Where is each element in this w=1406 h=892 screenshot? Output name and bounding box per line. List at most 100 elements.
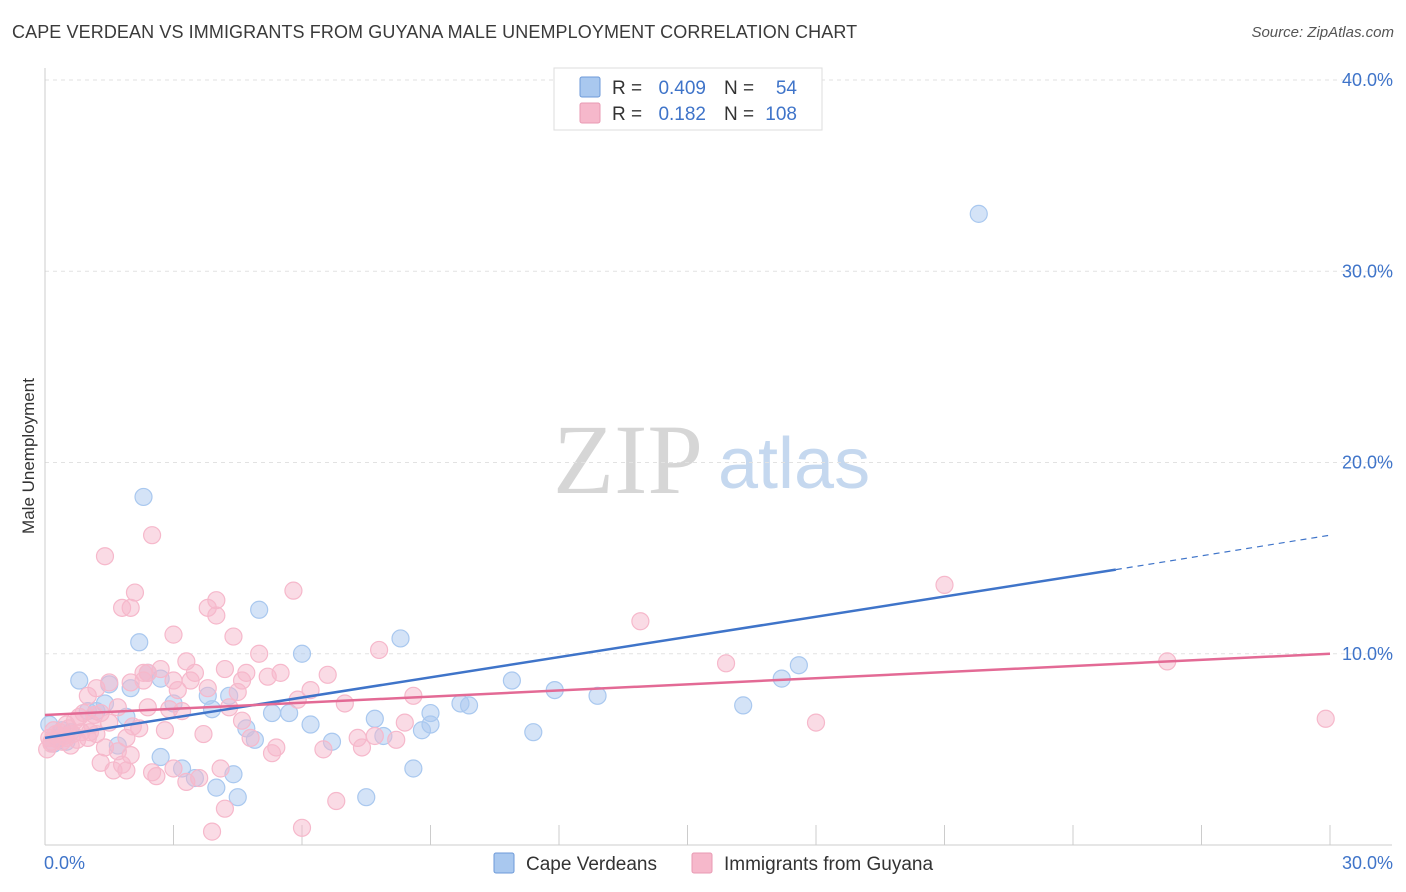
x-tick-label: 0.0% [44, 853, 85, 873]
source-credit: Source: ZipAtlas.com [1251, 24, 1394, 41]
legend-swatch-guyana [579, 102, 601, 124]
data-point [524, 723, 543, 742]
data-point [185, 663, 205, 682]
data-point [318, 665, 337, 684]
data-point [121, 746, 140, 765]
data-point [190, 768, 209, 788]
series-legend-swatch-guyana [691, 852, 713, 874]
data-point [207, 778, 226, 797]
legend-n-label-cape: N = [724, 78, 754, 99]
data-point [314, 740, 333, 759]
data-point [262, 703, 282, 723]
data-point [194, 724, 213, 744]
data-point [198, 679, 217, 698]
data-point [357, 788, 376, 807]
data-point [138, 698, 157, 717]
watermark-zip: ZIP [553, 404, 703, 515]
data-point [631, 612, 650, 631]
data-point [459, 696, 479, 715]
data-point [241, 728, 260, 748]
data-point [57, 715, 76, 734]
series-legend: Cape Verdeans Immigrants from Guyana [493, 852, 933, 875]
stats-legend: R = 0.409 N = 54 R = 0.182 N = 108 [553, 67, 823, 131]
data-point [327, 791, 346, 811]
data-point [123, 717, 142, 736]
data-point [202, 822, 222, 841]
watermark-atlas: atlas [718, 424, 870, 504]
gridlines [45, 79, 1392, 655]
data-point [284, 581, 303, 600]
data-point [164, 759, 183, 778]
data-point [85, 705, 104, 725]
y-axis-label: Male Unemployment [19, 378, 38, 534]
data-point [121, 598, 140, 617]
legend-n-value-guyana: 108 [765, 104, 797, 125]
x-tick-label: 30.0% [1342, 853, 1393, 873]
data-point [421, 703, 440, 723]
legend-n-value-cape: 54 [776, 78, 798, 99]
data-point [404, 686, 423, 705]
data-point [301, 715, 320, 734]
data-point [789, 656, 808, 675]
x-tick-labels: 0.0% 30.0% [44, 853, 1393, 873]
data-point [335, 694, 354, 713]
data-point [352, 738, 372, 757]
data-point [250, 644, 269, 663]
trend-lines [44, 534, 1331, 740]
data-point [370, 640, 389, 660]
data-point [292, 818, 312, 837]
data-point [271, 663, 290, 682]
data-point [130, 633, 149, 652]
data-point [147, 767, 166, 786]
data-point [806, 713, 826, 732]
data-point [1316, 709, 1335, 728]
data-point [365, 709, 384, 728]
data-point [70, 671, 89, 690]
series-legend-label-cape-verdeans: Cape Verdeans [526, 854, 657, 875]
y-tick-label: 20.0% [1342, 453, 1393, 473]
data-point [207, 591, 226, 610]
data-point [588, 686, 607, 705]
data-point [108, 698, 127, 717]
data-point [151, 659, 170, 679]
series-legend-swatch-cape-verdeans [493, 852, 515, 874]
data-point [100, 673, 119, 692]
data-point [215, 659, 234, 679]
chart-title: CAPE VERDEAN VS IMMIGRANTS FROM GUYANA M… [12, 22, 858, 42]
y-tick-label: 40.0% [1342, 70, 1393, 90]
data-point [224, 627, 243, 646]
legend-r-value-guyana: 0.182 [658, 104, 706, 125]
watermark: ZIP atlas [553, 404, 870, 515]
data-point [168, 680, 187, 700]
data-point [155, 721, 175, 740]
legend-n-label-guyana: N = [724, 104, 754, 125]
data-point [95, 547, 115, 566]
data-point [232, 711, 252, 730]
data-point [734, 696, 753, 715]
y-tick-label: 10.0% [1342, 644, 1393, 664]
data-point [267, 738, 286, 757]
data-point [716, 654, 736, 673]
y-tick-label: 30.0% [1342, 261, 1393, 281]
data-point [117, 761, 136, 780]
data-point [211, 759, 230, 778]
legend-swatch-cape-verdeans [579, 76, 601, 98]
data-point [292, 644, 312, 663]
legend-r-label-guyana: R = [612, 104, 642, 125]
data-point [215, 799, 234, 818]
data-point [164, 625, 183, 644]
data-point [404, 759, 423, 778]
data-point [237, 663, 256, 682]
data-point [969, 204, 988, 223]
y-tick-labels: 10.0% 20.0% 30.0% 40.0% [1342, 70, 1393, 664]
data-points [38, 204, 1335, 841]
series-legend-label-guyana: Immigrants from Guyana [724, 854, 933, 875]
trend-line-1 [44, 652, 1331, 717]
data-point [502, 671, 521, 690]
data-point [391, 629, 410, 648]
data-point [202, 700, 222, 719]
data-point [207, 606, 226, 625]
data-point [228, 788, 247, 807]
data-point [125, 583, 145, 602]
